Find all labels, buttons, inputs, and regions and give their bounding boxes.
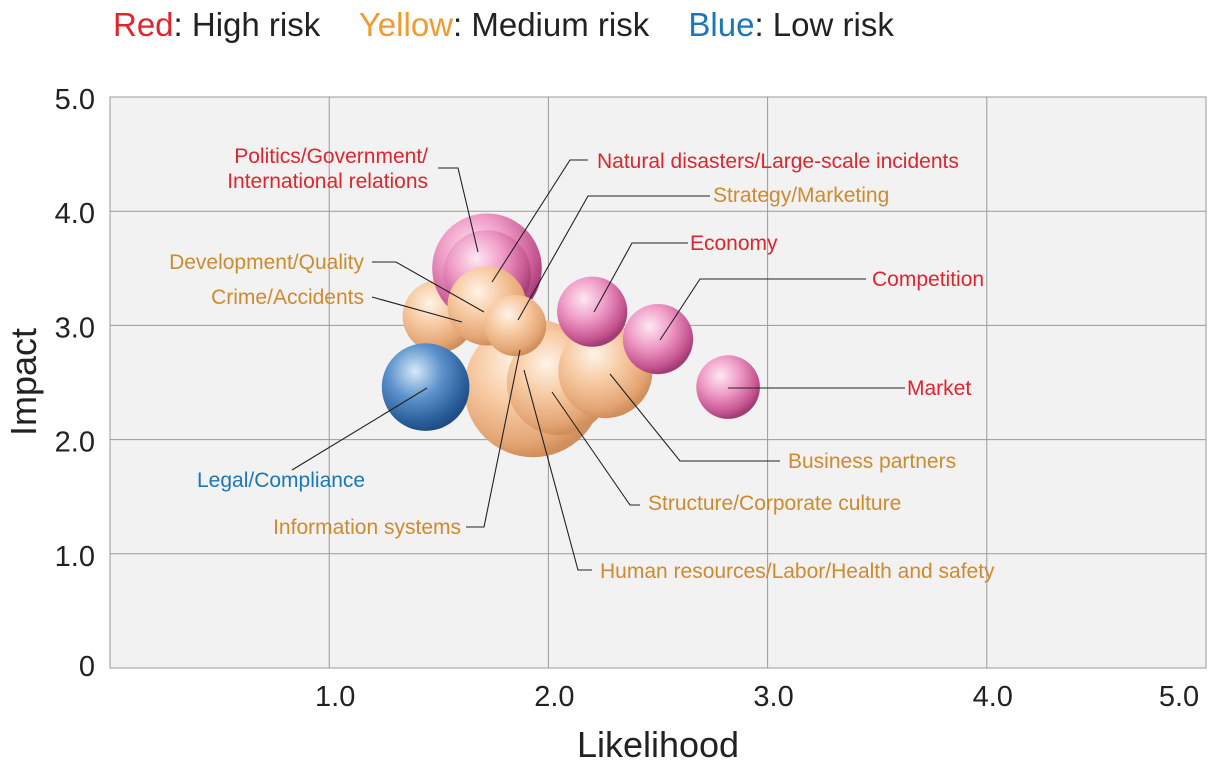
bubble-label: Economy — [690, 232, 778, 255]
x-tick-label: 2.0 — [534, 681, 574, 713]
bubble-label: Information systems — [273, 516, 461, 539]
bubbles — [381, 213, 760, 458]
legend-key-blue: Blue — [688, 6, 755, 43]
leader-line — [491, 159, 588, 283]
bubble-label: International relations — [227, 170, 428, 193]
bubble-high — [557, 276, 628, 347]
legend-key-yellow: Yellow — [358, 6, 454, 43]
legend-key-red: Red — [113, 6, 174, 43]
tick-labels: 1.0 2.0 3.0 4.0 5.0 0 1.0 2.0 3.0 4.0 5.0 — [55, 84, 1199, 713]
bubble-medium — [484, 294, 547, 357]
x-tick-label: 5.0 — [1159, 681, 1199, 713]
bubble-label: Business partners — [788, 450, 956, 473]
y-tick-label: 3.0 — [55, 312, 95, 344]
y-tick-label: 5.0 — [55, 84, 95, 116]
bubble-label: Development/Quality — [169, 251, 364, 274]
x-axis-label: Likelihood — [577, 724, 739, 765]
legend-item-high: Red: High risk — [113, 6, 320, 43]
plot-area — [109, 96, 1207, 669]
bubble-label: Competition — [872, 268, 984, 291]
leader-line — [466, 349, 521, 528]
bubble-label: Politics/Government/ — [234, 145, 428, 168]
bubble-labels: Politics/Government/International relati… — [169, 145, 995, 583]
bubble-label: Structure/Corporate culture — [648, 492, 901, 515]
y-axis-label: Impact — [3, 328, 44, 436]
leader-line — [438, 167, 479, 253]
bubble-label: Legal/Compliance — [197, 469, 365, 492]
leader-line — [371, 296, 463, 323]
y-tick-label: 2.0 — [55, 427, 95, 459]
chart-legend: Red: High risk Yellow: Medium risk Blue:… — [113, 6, 924, 44]
leader-line — [291, 387, 428, 471]
leader-line — [523, 369, 592, 571]
legend-desc-low: : Low risk — [754, 6, 894, 43]
bubble-label: Crime/Accidents — [211, 286, 364, 309]
legend-desc-medium: : Medium risk — [453, 6, 650, 43]
bubble-label: Natural disasters/Large-scale incidents — [597, 150, 959, 173]
leader-line — [372, 261, 485, 313]
leader-line — [593, 242, 688, 313]
bubble-high — [622, 304, 694, 375]
leader-line — [609, 373, 780, 462]
bubble-high — [696, 355, 760, 419]
x-tick-label: 1.0 — [315, 681, 355, 713]
legend-item-low: Blue: Low risk — [688, 6, 893, 43]
bubble-label: Strategy/Marketing — [713, 184, 889, 207]
leader-line — [659, 278, 866, 341]
leader-line — [517, 195, 710, 321]
legend-item-medium: Yellow: Medium risk — [359, 6, 649, 43]
grid — [110, 97, 1206, 668]
y-tick-label: 4.0 — [55, 198, 95, 230]
y-tick-label: 0 — [79, 651, 95, 683]
bubble-low — [381, 343, 470, 431]
y-tick-label: 1.0 — [55, 541, 95, 573]
bubble-label: Human resources/Labor/Health and safety — [600, 560, 995, 583]
bubble-label: Market — [907, 377, 971, 400]
leader-line — [551, 391, 640, 506]
legend-desc-high: : High risk — [173, 6, 321, 43]
x-tick-label: 4.0 — [973, 681, 1013, 713]
leader-lines — [291, 159, 905, 571]
x-tick-label: 3.0 — [753, 681, 793, 713]
